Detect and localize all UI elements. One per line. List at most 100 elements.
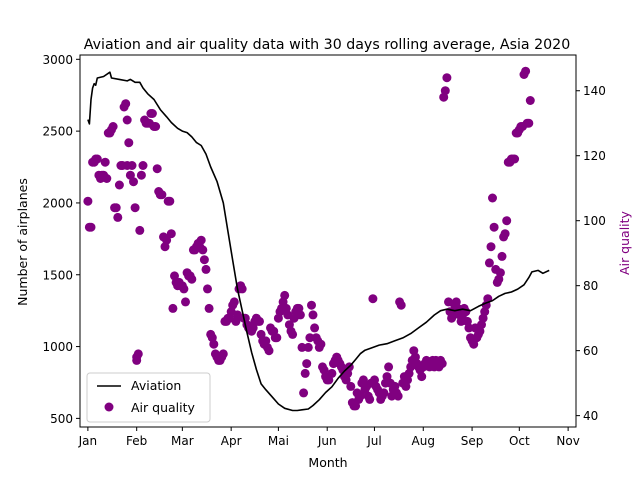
air-quality-point (302, 359, 312, 369)
air-quality-point (300, 368, 310, 378)
air-quality-point (147, 109, 157, 118)
y-axis-right-label: Air quality (617, 210, 632, 275)
air-quality-point (355, 391, 365, 401)
air-quality-point (442, 73, 452, 83)
air-quality-point (204, 303, 214, 313)
air-quality-point (316, 339, 326, 349)
y-left-tick-label: 3000 (42, 53, 73, 67)
air-quality-point (525, 96, 535, 105)
x-tick-label: Feb (126, 434, 147, 448)
air-quality-point (440, 86, 450, 96)
x-tick-label: Oct (509, 434, 530, 448)
air-quality-point (136, 170, 146, 180)
air-quality-point (114, 180, 124, 190)
air-quality-point (199, 255, 209, 265)
air-quality-point (229, 297, 239, 307)
air-quality-point (127, 161, 137, 170)
y-right-tick-label: 100 (583, 214, 606, 228)
air-quality-point (280, 290, 290, 300)
legend-air-quality-swatch (104, 402, 114, 412)
air-quality-point (299, 388, 309, 398)
x-tick-label: Jan (78, 434, 98, 448)
air-quality-point (495, 268, 505, 278)
air-quality-point (237, 284, 247, 294)
plot-area (79, 54, 577, 428)
x-tick-label: Mai (268, 434, 289, 448)
y-right-tick-label: 80 (583, 279, 598, 293)
legend: Aviation Air quality (86, 372, 211, 423)
air-quality-point (393, 391, 403, 401)
x-tick-label: Jul (366, 434, 381, 448)
air-quality-point (264, 346, 274, 356)
air-quality-point (102, 174, 112, 183)
aviation-line (87, 71, 550, 412)
air-quality-point (100, 157, 110, 167)
air-quality-point (165, 196, 175, 206)
y-left-tick-label: 1000 (42, 340, 73, 354)
air-quality-point (524, 118, 534, 128)
air-quality-point (297, 342, 307, 352)
air-quality-point (152, 164, 162, 174)
y-right-tick-label: 40 (583, 409, 598, 423)
air-quality-point (121, 99, 131, 109)
air-quality-point (157, 190, 167, 200)
air-quality-point (124, 138, 134, 148)
legend-aviation-label: Aviation (131, 378, 181, 393)
y-right-tick-label: 60 (583, 344, 598, 358)
air-quality-point (308, 310, 318, 320)
air-quality-point (464, 323, 474, 333)
chart-title: Aviation and air quality data with 30 da… (84, 37, 570, 53)
air-quality-point (346, 381, 356, 391)
air-quality-point (168, 303, 178, 313)
x-tick-label: Apr (221, 434, 242, 448)
air-quality-point (417, 372, 427, 382)
y-axis-left: 500 1000 1500 2000 2500 3000 (42, 53, 80, 426)
air-quality-point (521, 66, 531, 76)
air-quality-point (502, 216, 512, 226)
plot-frame (79, 54, 577, 428)
air-quality-point (305, 333, 315, 343)
air-quality-point (255, 316, 264, 326)
air-quality-point (198, 245, 208, 255)
air-quality-point (166, 229, 176, 239)
air-quality-point (484, 258, 494, 268)
air-quality-point (379, 388, 389, 398)
air-quality-point (133, 349, 143, 359)
air-quality-point (111, 203, 121, 213)
air-quality-point (437, 359, 447, 369)
air-quality-point (303, 342, 313, 352)
air-quality-point (162, 235, 172, 245)
y-axis-left-label: Number of airplanes (15, 178, 30, 306)
air-quality-point (310, 323, 320, 333)
air-quality-point (92, 154, 102, 164)
y-right-tick-label: 140 (583, 84, 606, 98)
y-left-tick-label: 1500 (42, 268, 73, 282)
y-left-tick-label: 2500 (42, 125, 73, 139)
y-axis-right: 40 60 80 100 120 140 (576, 84, 606, 423)
y-left-tick-label: 2000 (42, 196, 73, 210)
air-quality-point (396, 300, 406, 310)
air-quality-point (448, 310, 458, 320)
air-quality-point (122, 115, 132, 125)
y-left-tick-label: 500 (50, 412, 73, 426)
air-quality-point (365, 394, 375, 404)
air-quality-point (151, 122, 161, 131)
air-quality-point (272, 333, 282, 343)
air-quality-point (327, 368, 337, 378)
air-quality-point (187, 274, 197, 284)
air-quality-point (108, 122, 118, 131)
air-quality-point (384, 362, 394, 372)
air-quality-point (113, 212, 123, 222)
air-quality-point (135, 225, 145, 235)
y-right-tick-label: 120 (583, 149, 606, 163)
x-tick-label: Aug (412, 434, 435, 448)
legend-air-quality-label: Air quality (131, 400, 196, 415)
x-tick-label: Jun (317, 434, 337, 448)
air-quality-point (196, 235, 206, 245)
air-quality-point (295, 310, 305, 320)
air-quality-point (288, 329, 298, 339)
x-axis-label: Month (308, 455, 347, 470)
x-tick-label: Mar (171, 434, 194, 448)
air-quality-point (201, 264, 211, 274)
